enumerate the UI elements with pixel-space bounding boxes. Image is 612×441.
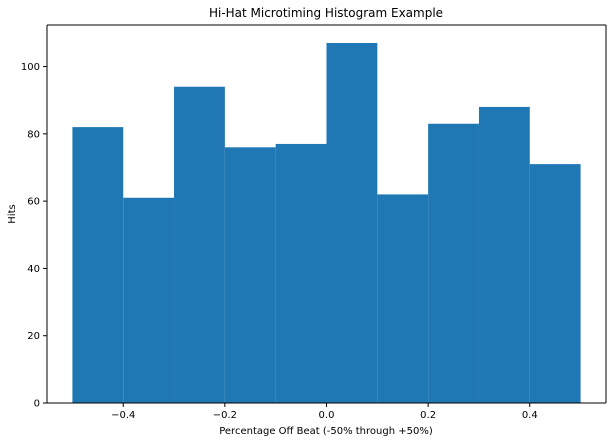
chart-title: Hi-Hat Microtiming Histogram Example <box>209 6 443 20</box>
x-tick-label: 0.2 <box>420 410 436 421</box>
histogram-bar-4 <box>275 143 327 404</box>
histogram-bar-9 <box>529 164 581 403</box>
x-tick-label: 0.4 <box>522 410 538 421</box>
histogram-bar-6 <box>377 194 429 403</box>
x-tick-label: −0.2 <box>213 410 237 421</box>
y-tick-label: 100 <box>21 62 40 73</box>
x-tick-label: 0.0 <box>319 410 335 421</box>
bars-group <box>72 43 581 404</box>
y-axis-label: Hits <box>7 204 18 223</box>
histogram-bar-8 <box>478 106 530 403</box>
histogram-bar-5 <box>326 43 378 403</box>
histogram-bar-7 <box>428 123 479 403</box>
y-tick-label: 20 <box>27 331 40 342</box>
axes-group: −0.4 −0.2 0.0 0.2 0.4 0 20 40 60 80 100 <box>21 24 607 421</box>
y-tick-label: 60 <box>27 197 40 208</box>
x-tick-label: −0.4 <box>111 410 135 421</box>
x-axis-label: Percentage Off Beat (-50% through +50%) <box>219 426 433 437</box>
histogram-bar-3 <box>224 147 276 403</box>
histogram-bar-2 <box>174 86 225 404</box>
histogram-bar-1 <box>123 197 175 403</box>
y-tick-label: 40 <box>27 264 40 275</box>
y-tick-label: 80 <box>27 129 40 140</box>
y-tick-label: 0 <box>34 399 40 410</box>
histogram-bar-0 <box>72 127 124 403</box>
